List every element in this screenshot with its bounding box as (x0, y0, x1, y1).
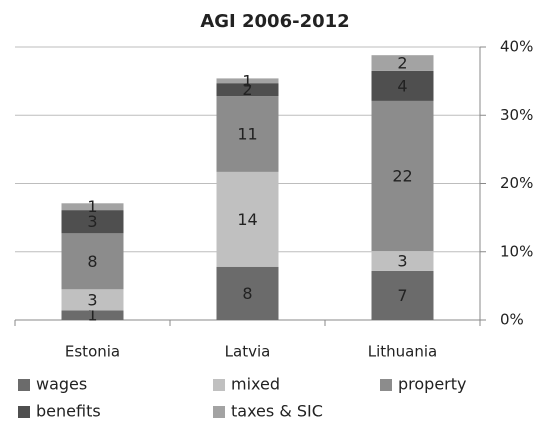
legend-label: wages (36, 375, 87, 394)
bar-segment (371, 270, 434, 320)
chart-title: AGI 2006-2012 (200, 11, 349, 32)
bar-segment (371, 251, 434, 271)
bar-segment (61, 289, 124, 311)
value-label: 22 (392, 166, 412, 185)
bar-segment (216, 83, 279, 97)
value-label: 8 (87, 252, 97, 271)
bar-segment (216, 96, 279, 172)
y-tick-label: 20% (500, 174, 533, 192)
bar-segment (371, 100, 434, 252)
bar-segment (61, 210, 124, 234)
value-label: 1 (87, 306, 97, 325)
y-tick-label: 40% (500, 38, 533, 56)
value-label: 3 (397, 251, 407, 270)
bar-segment (216, 171, 279, 267)
value-label: 3 (87, 212, 97, 231)
bar-segment (216, 78, 279, 84)
value-label: 1 (87, 197, 97, 216)
legend-label: property (398, 375, 467, 394)
x-tick-label: Estonia (65, 343, 120, 361)
value-label: 2 (397, 54, 407, 73)
y-tick-label: 0% (500, 311, 524, 329)
bar-segment (61, 233, 124, 290)
legend-swatch (380, 379, 392, 391)
legend-label: mixed (231, 375, 280, 394)
legend-swatch (18, 379, 30, 391)
bar-segment (61, 310, 124, 320)
legend-swatch (213, 406, 225, 418)
value-label: 8 (242, 284, 252, 303)
legend-label: benefits (36, 402, 101, 421)
x-tick-label: Latvia (225, 343, 271, 361)
legend-swatch (213, 379, 225, 391)
x-tick-label: Lithuania (368, 343, 437, 361)
value-label: 3 (87, 290, 97, 309)
bar-segment (371, 70, 434, 101)
legend-label: taxes & SIC (231, 402, 323, 421)
value-label: 1 (242, 71, 252, 90)
value-label: 4 (397, 76, 407, 95)
value-label: 11 (237, 125, 257, 144)
value-label: 14 (237, 210, 257, 229)
y-tick-label: 30% (500, 106, 533, 124)
legend-swatch (18, 406, 30, 418)
bar-segment (371, 55, 434, 71)
bar-segment (216, 266, 279, 320)
bar-segment (61, 203, 124, 211)
value-label: 2 (242, 80, 252, 99)
value-label: 7 (397, 286, 407, 305)
y-tick-label: 10% (500, 242, 533, 260)
